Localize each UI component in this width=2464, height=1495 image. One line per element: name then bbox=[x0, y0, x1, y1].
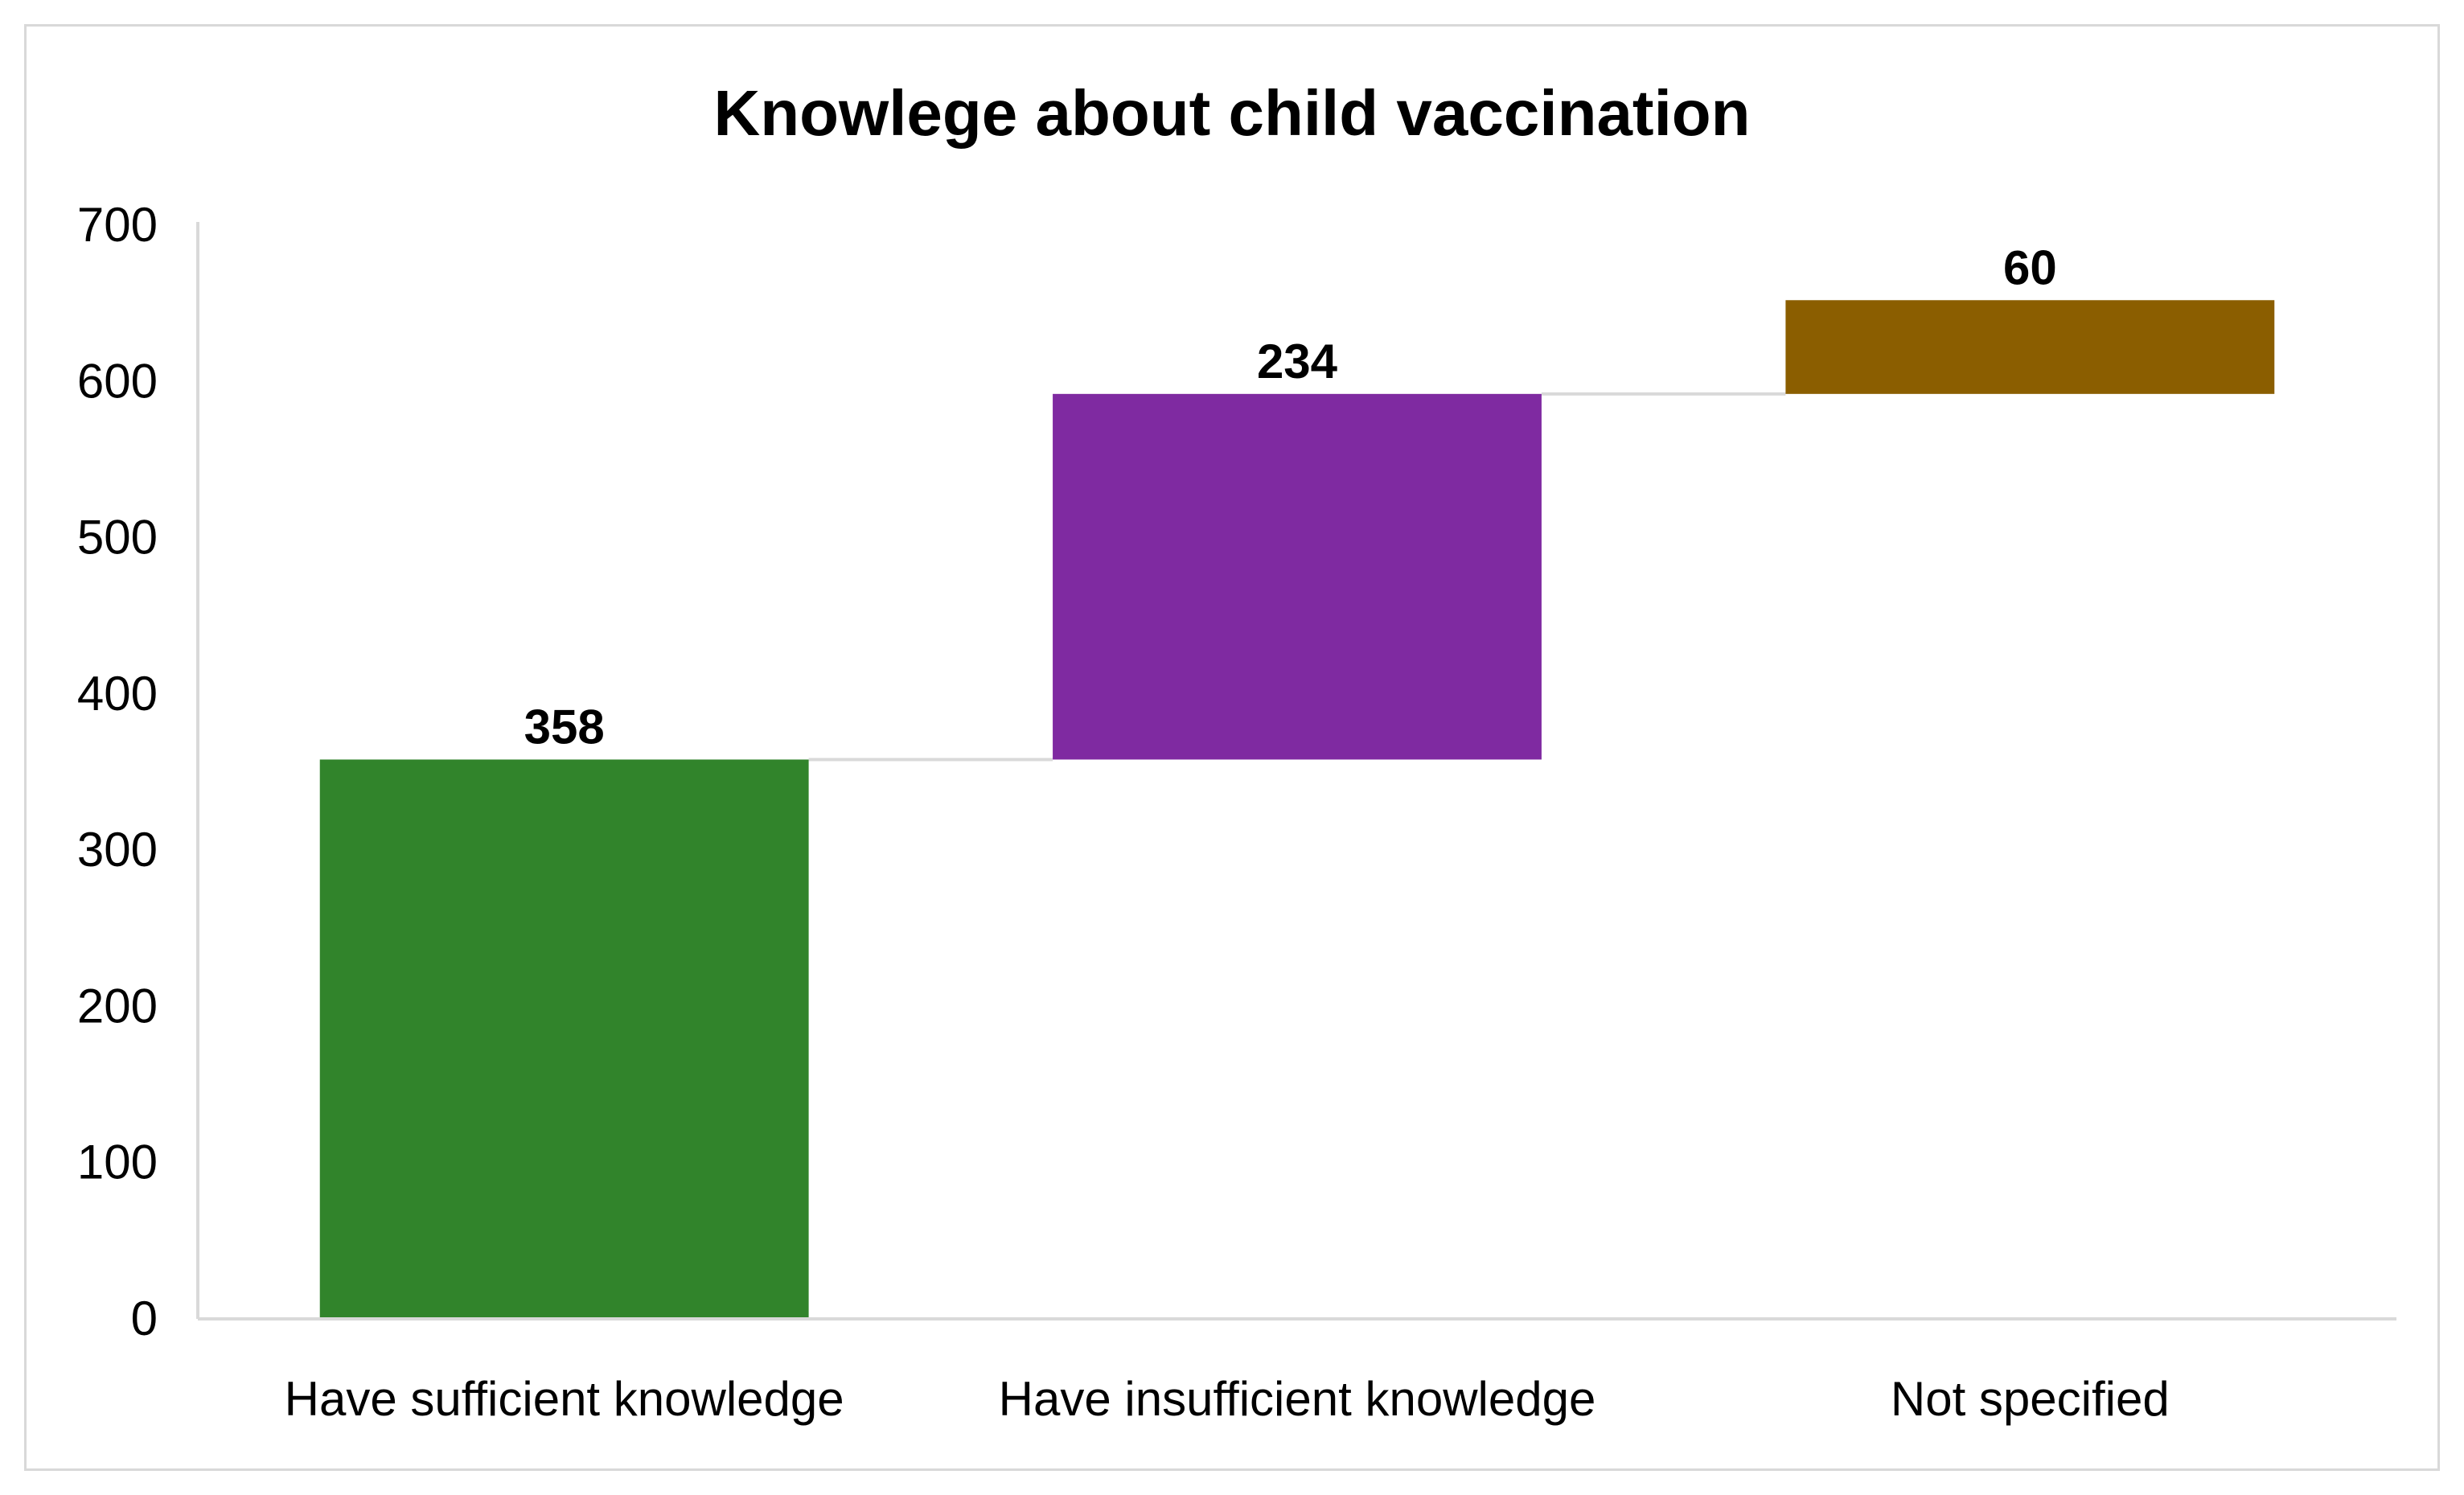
y-tick-label: 0 bbox=[131, 1292, 158, 1345]
connector-lines bbox=[808, 392, 1786, 762]
data-labels: 358 234 60 bbox=[524, 240, 2057, 754]
y-axis: 0 100 200 300 400 500 600 700 bbox=[77, 198, 199, 1345]
chart-title: Knowlege about child vaccination bbox=[713, 77, 1750, 149]
x-category-label-2: Not specified bbox=[1891, 1372, 2170, 1426]
y-tick-label: 300 bbox=[77, 823, 158, 877]
y-tick-label: 100 bbox=[77, 1136, 158, 1189]
data-label-0: 358 bbox=[524, 700, 605, 754]
bars bbox=[319, 300, 2275, 1319]
bar-2 bbox=[1785, 300, 2275, 394]
bar-0 bbox=[319, 759, 809, 1319]
y-tick-label: 200 bbox=[77, 979, 158, 1033]
y-tick-label: 500 bbox=[77, 511, 158, 565]
y-tick-label: 600 bbox=[77, 354, 158, 408]
bar-1 bbox=[1053, 393, 1542, 760]
x-axis: Have sufficient knowledge Have insufficie… bbox=[198, 1317, 2396, 1426]
data-label-2: 60 bbox=[2003, 240, 2057, 294]
x-category-label-0: Have sufficient knowledge bbox=[285, 1372, 844, 1426]
data-label-1: 234 bbox=[1257, 335, 1338, 388]
y-tick-label: 400 bbox=[77, 667, 158, 721]
y-tick-label: 700 bbox=[77, 198, 158, 252]
x-category-label-1: Have insufficient knowledge bbox=[999, 1372, 1596, 1426]
